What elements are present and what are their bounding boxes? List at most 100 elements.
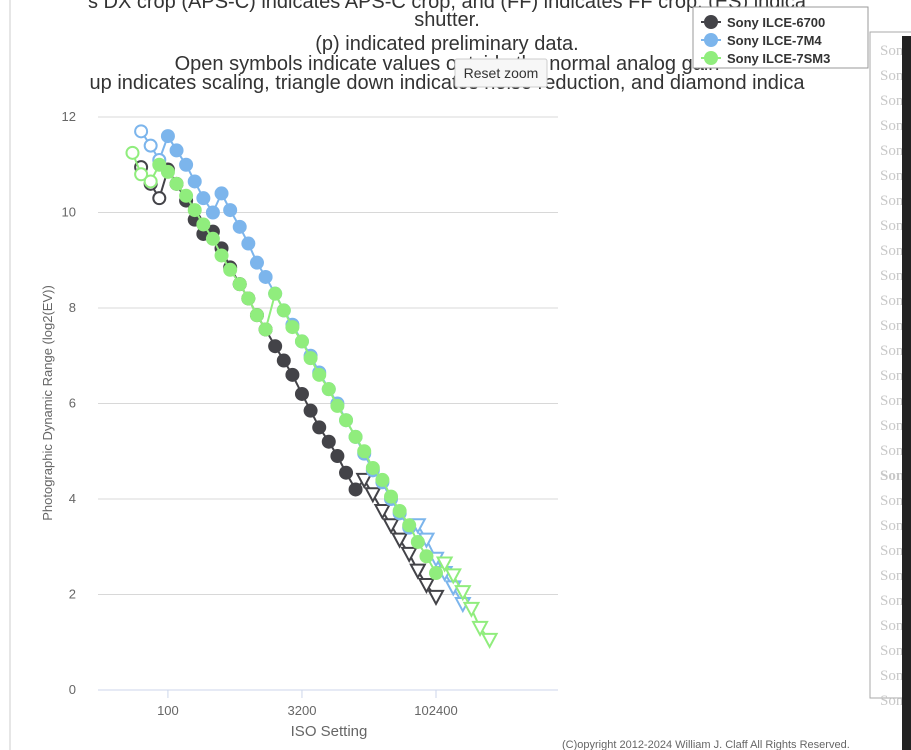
y-tick-label: 2 [69, 587, 76, 602]
marker [205, 231, 220, 246]
marker [321, 434, 336, 449]
y-tick-label: 8 [69, 300, 76, 315]
button-bg[interactable] [454, 58, 548, 88]
marker [205, 205, 220, 220]
button-label[interactable]: Reset zoom [464, 65, 539, 81]
y-tick-label: 4 [69, 491, 76, 506]
legend-box [692, 6, 869, 69]
marker [223, 203, 238, 218]
marker [223, 262, 238, 277]
marker [462, 601, 481, 618]
marker [179, 157, 194, 172]
marker [348, 482, 363, 497]
title-line: shutter. [414, 9, 480, 31]
scrollbar[interactable] [902, 36, 911, 750]
marker [330, 398, 345, 413]
marker [294, 386, 309, 401]
marker [312, 420, 327, 435]
legend-marker [704, 51, 718, 65]
x-tick-label: 100 [157, 703, 179, 718]
marker [249, 308, 264, 323]
marker [187, 203, 202, 218]
marker [134, 124, 149, 139]
copyright: (C)opyright 2012-2024 William J. Claff A… [562, 739, 850, 750]
marker [214, 248, 229, 263]
marker [196, 217, 211, 232]
marker [365, 460, 380, 475]
marker [268, 339, 283, 354]
marker [339, 413, 354, 428]
marker [382, 518, 400, 535]
marker [435, 556, 454, 573]
y-axis-label: Photographic Dynamic Range (log2(EV)) [40, 285, 55, 521]
legend-label: Sony ILCE-6700 [727, 15, 825, 30]
marker [152, 191, 167, 206]
marker [348, 429, 363, 444]
marker [454, 585, 472, 602]
marker [480, 632, 499, 649]
marker [357, 444, 372, 459]
x-tick-label: 102400 [414, 703, 457, 718]
series [125, 145, 499, 649]
marker [160, 164, 175, 179]
series [134, 160, 445, 606]
legend: Sony ILCE-6700 Sony ILCE-7M4 Sony ILCE-7SM… [692, 6, 869, 69]
marker [169, 143, 184, 158]
y-tick-label: 6 [69, 396, 76, 411]
marker [187, 174, 202, 189]
marker [392, 503, 407, 518]
marker [258, 269, 273, 284]
marker [268, 286, 283, 301]
marker [303, 351, 318, 366]
marker [179, 188, 194, 203]
legend-marker [704, 33, 718, 47]
marker [375, 472, 390, 487]
y-tick-label: 0 [69, 682, 76, 697]
reset-zoom[interactable]: Reset zoom [454, 58, 548, 88]
marker [390, 532, 409, 549]
marker [417, 577, 436, 595]
marker [214, 186, 229, 201]
marker [276, 303, 291, 318]
marker [276, 353, 291, 368]
marker [373, 503, 392, 521]
x-axis-label: ISO Setting [291, 723, 368, 740]
marker [400, 546, 418, 564]
legend-label: Sony ILCE-7M4 [727, 33, 822, 48]
marker [196, 191, 211, 206]
legend-label: Sony ILCE-7SM3 [727, 51, 830, 66]
marker [285, 367, 300, 382]
marker [419, 549, 434, 564]
legend-marker [704, 15, 718, 29]
marker [410, 534, 425, 549]
marker [294, 334, 309, 349]
marker [384, 489, 399, 504]
marker [339, 465, 354, 480]
sidebar: SonySonySonySonySonySonySonySonySonySony… [869, 31, 911, 750]
marker [402, 518, 417, 533]
marker [355, 472, 373, 490]
marker [143, 174, 158, 189]
x-tick-label: 3200 [288, 703, 317, 718]
marker [169, 176, 184, 191]
marker [143, 138, 158, 153]
marker [160, 129, 175, 144]
marker [429, 566, 444, 581]
marker [409, 563, 427, 580]
marker [471, 620, 489, 638]
marker [427, 589, 445, 606]
y-tick-label: 10 [62, 205, 76, 220]
marker [232, 219, 247, 234]
marker [241, 236, 256, 251]
y-tick-label: 12 [62, 109, 76, 124]
marker [232, 277, 247, 292]
title-line: s DX crop (APS-C) indicates APS-C crop, … [88, 0, 807, 13]
marker [125, 145, 140, 160]
marker [285, 320, 300, 335]
marker [303, 403, 318, 418]
title-line: (p) indicated preliminary data. [315, 33, 578, 55]
marker [134, 167, 149, 182]
marker [444, 568, 462, 585]
plot: 0 2 4 6 8 10 12 100 3200 102400 [62, 109, 558, 718]
